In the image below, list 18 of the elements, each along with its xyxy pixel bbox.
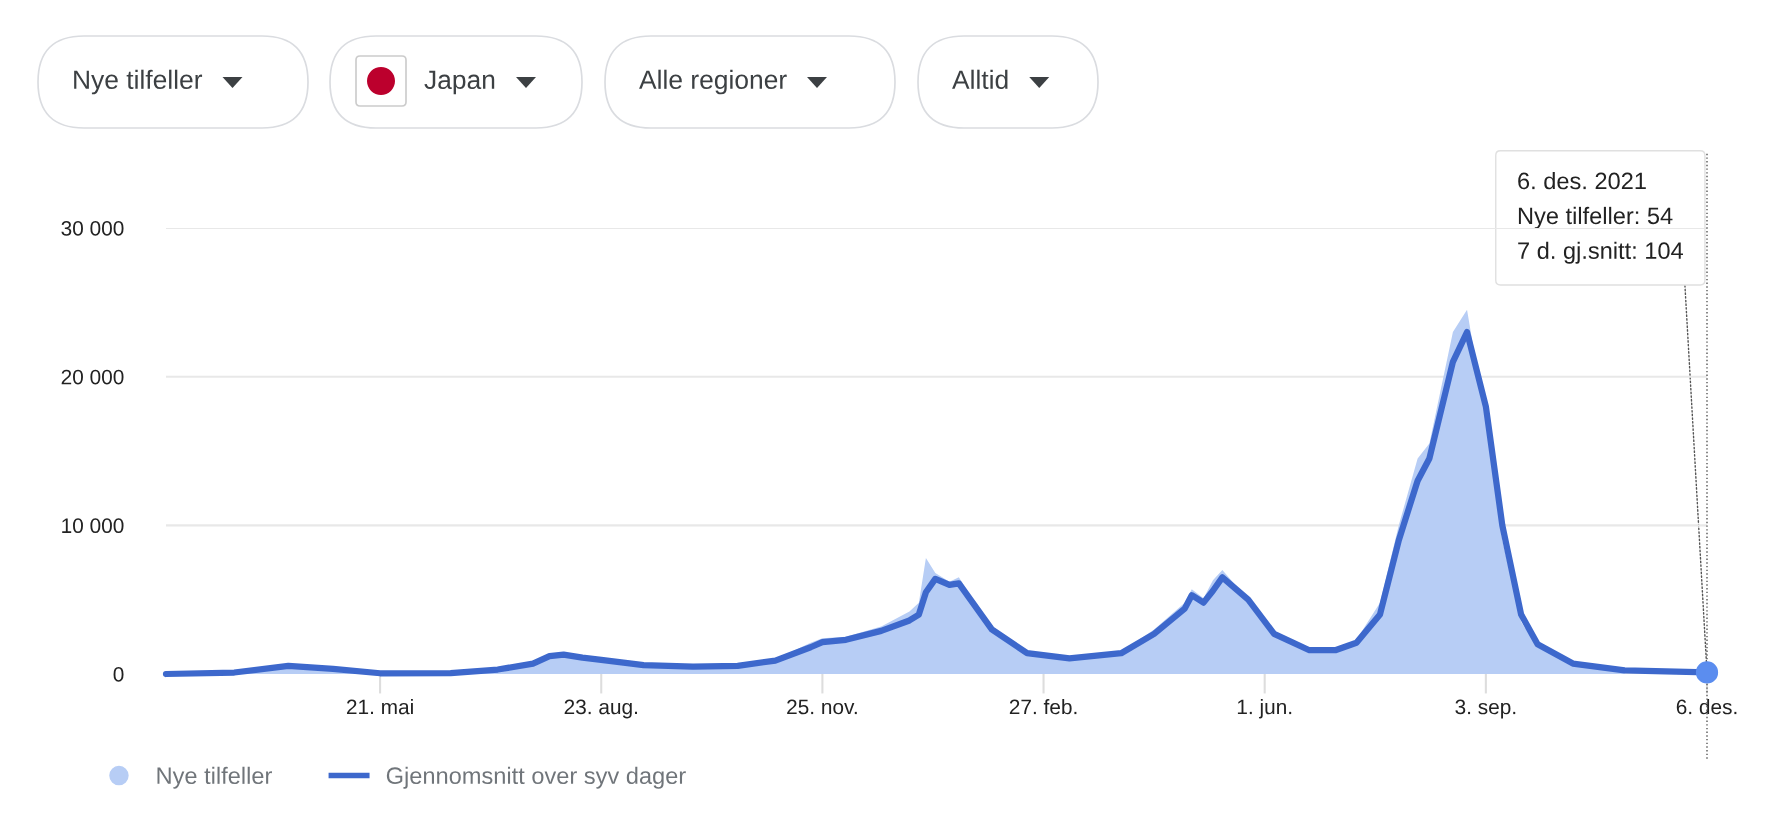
x-tick-label: 23. aug. — [564, 699, 637, 719]
legend-label: Nye tilfeller — [157, 766, 272, 789]
x-tick-label: 3. sep. — [1455, 699, 1516, 719]
text: Japan — [424, 70, 495, 95]
x-tick-label: 1. jun. — [1237, 699, 1292, 719]
text: Nye tilfeller — [74, 69, 203, 95]
x-tick-label: 27. feb. — [1009, 699, 1077, 715]
y-tick-label: 10 000 — [62, 518, 124, 534]
y-tick-label: 30 000 — [61, 221, 124, 236]
x-tick-label: 6. des. — [1676, 699, 1737, 715]
annotation: 6. des. 2021 Nye tilfeller: 54 7 d. gj.snitt: 104 — [1518, 172, 1683, 264]
y-tick-label: 20 000 — [61, 369, 124, 385]
x-tick-label: 21. mai — [346, 699, 413, 715]
text: Alltid — [952, 69, 1008, 90]
x-tick-label: 25. nov. — [787, 699, 857, 715]
y-tick-label: 0 — [113, 667, 124, 682]
legend-label: Gjennomsnitt over syv dager — [386, 766, 686, 789]
text: Alle regioner — [639, 69, 787, 95]
